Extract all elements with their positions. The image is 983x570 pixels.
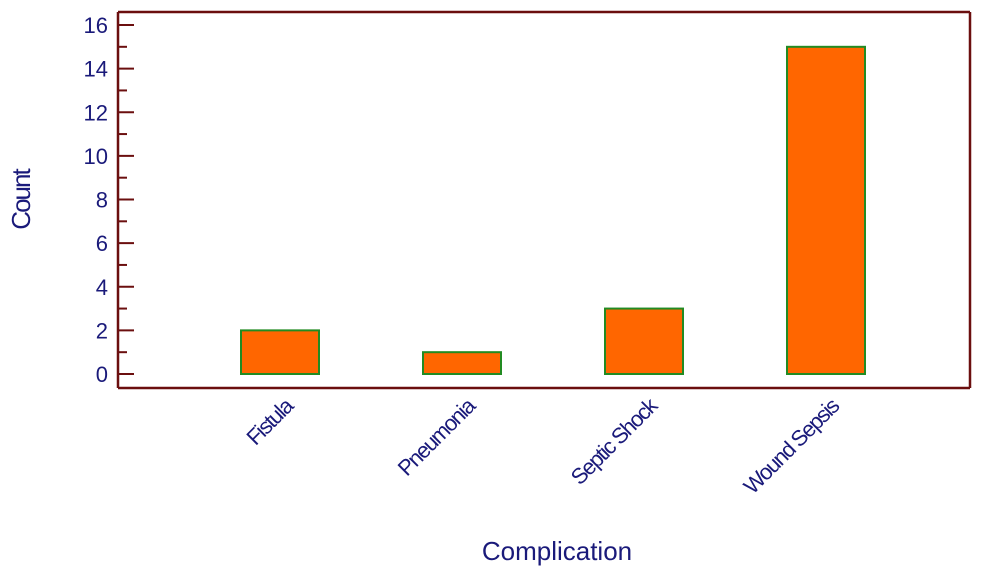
plot-frame [116,10,972,390]
x-axis-title: Complication [482,536,632,566]
y-tick-label: 16 [84,13,108,38]
y-tick-label: 12 [84,100,108,125]
x-tick-label: Fistula [241,392,299,450]
bar-pneumonia [422,351,502,375]
x-tick-label: Septic Shock [566,392,664,490]
y-tick-label: 10 [84,144,108,169]
y-axis-ticks: 0 2 4 6 8 10 12 14 16 [84,13,134,387]
bar-wound-sepsis [786,45,866,375]
y-tick-label: 14 [84,57,108,82]
y-tick-label: 6 [96,231,108,256]
x-tick-label: Pneumonia [393,392,481,480]
y-tick-label: 4 [96,275,108,300]
bars [240,45,866,375]
y-axis-title: Count [6,168,36,230]
bar-septic-shock [604,307,684,375]
x-tick-label: Wound Sepsis [739,393,845,499]
bar-fistula [240,329,320,375]
y-tick-label: 2 [96,318,108,343]
y-tick-label: 8 [96,188,108,213]
x-axis-tick-labels: Fistula Pneumonia Septic Shock Wound Sepsis [241,392,844,499]
y-tick-label: 0 [96,362,108,387]
